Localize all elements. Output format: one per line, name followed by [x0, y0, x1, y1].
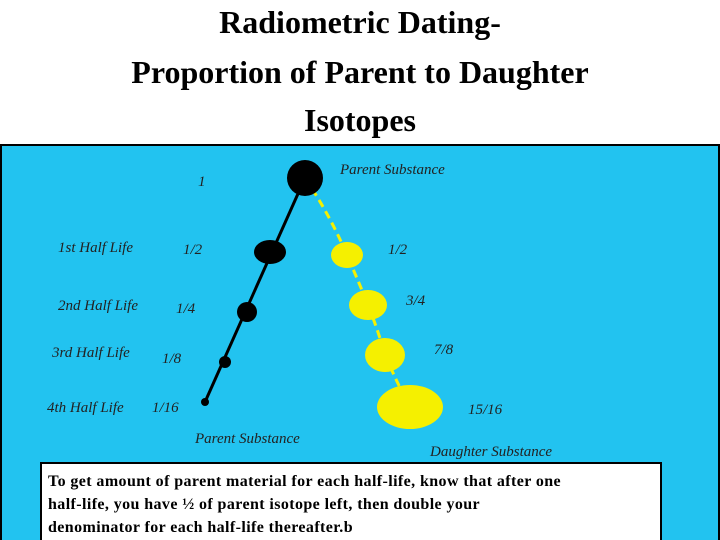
daughter-fraction: 7/8: [434, 342, 454, 358]
title-line: Radiometric Dating-: [219, 4, 501, 40]
caption-box: To get amount of parent material for eac…: [40, 462, 662, 540]
parent-fraction: 1/2: [183, 242, 203, 258]
half-life-label: 2nd Half Life: [58, 298, 138, 314]
parent-bottom-label: Parent Substance: [194, 431, 300, 447]
parent-fraction: 1: [198, 174, 206, 190]
daughter-blob: [365, 338, 405, 372]
parent-dot: [287, 160, 323, 196]
daughter-blob: [377, 385, 443, 429]
parent-fraction: 1/8: [162, 351, 182, 367]
parent-fraction: 1/4: [176, 301, 196, 317]
half-life-label: 4th Half Life: [47, 400, 124, 416]
caption-line: denominator for each half-life thereafte…: [48, 519, 354, 536]
parent-dot: [219, 356, 231, 368]
caption-line: half-life, you have ½ of parent isotope …: [48, 496, 481, 513]
parent-dot: [201, 398, 209, 406]
caption-line: To get amount of parent material for eac…: [48, 473, 562, 490]
half-life-label: 3rd Half Life: [51, 345, 130, 361]
daughter-blob: [349, 290, 387, 320]
title-line: Isotopes: [303, 102, 416, 138]
daughter-bottom-label: Daughter Substance: [429, 444, 552, 460]
parent-dot: [237, 302, 257, 322]
parent-top-label: Parent Substance: [339, 162, 445, 178]
daughter-fraction: 3/4: [405, 293, 426, 309]
daughter-fraction: 1/2: [388, 242, 408, 258]
parent-dot: [254, 240, 286, 264]
parent-fraction: 1/16: [152, 400, 179, 416]
title-line: Proportion of Parent to Daughter: [131, 54, 589, 90]
daughter-fraction: 15/16: [468, 402, 503, 418]
daughter-blob: [331, 242, 363, 268]
half-life-label: 1st Half Life: [58, 240, 133, 256]
